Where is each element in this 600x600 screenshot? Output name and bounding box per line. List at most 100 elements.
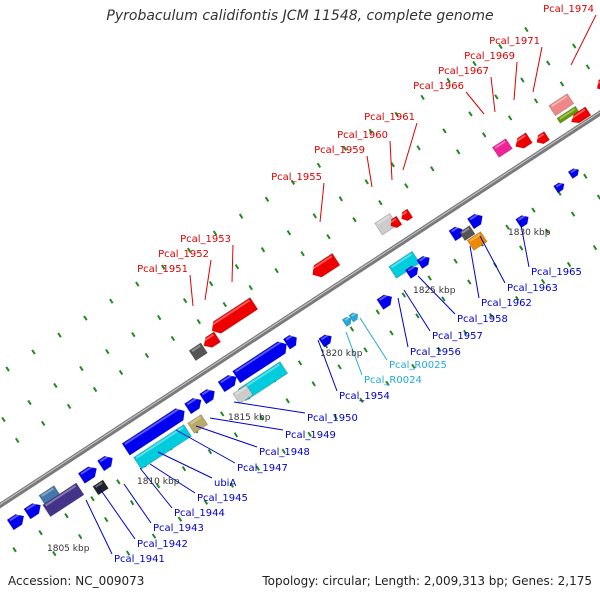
gene-label: Pcal_1974 — [543, 4, 594, 15]
tick-mark — [389, 330, 394, 336]
tick-mark — [219, 411, 225, 417]
leader-line — [490, 76, 496, 113]
tick-mark — [182, 297, 188, 304]
gene-feature — [401, 208, 414, 222]
tick-mark — [463, 329, 468, 336]
scale-label: 1815 kbp — [228, 413, 271, 423]
tick-mark — [31, 349, 36, 355]
leader-line — [345, 331, 363, 376]
gene-feature — [548, 93, 575, 117]
gene-label: Pcal_1954 — [339, 391, 390, 402]
tick-mark — [544, 228, 550, 234]
tick-mark — [40, 420, 46, 427]
leader-line — [397, 297, 409, 348]
tick-mark — [260, 247, 266, 253]
gene-label: Pcal_1950 — [307, 413, 358, 424]
gene-label: Pcal_R0024 — [364, 375, 422, 386]
gene-feature — [596, 75, 600, 91]
tick-mark — [468, 111, 473, 117]
gene-label: Pcal_1960 — [337, 130, 388, 141]
leader-line — [319, 182, 325, 223]
tick-mark — [64, 513, 69, 519]
scale-label: 1810 kbp — [137, 477, 180, 487]
gene-feature — [536, 131, 550, 145]
tick-mark — [326, 234, 331, 240]
tick-mark — [401, 292, 407, 298]
gene-feature — [311, 252, 341, 278]
tick-mark — [359, 397, 364, 403]
gene-label: Pcal_1963 — [507, 283, 558, 294]
gene-labels: Pcal_1951 Pcal_1952 Pcal_1953 Pcal_1955 Pcal… — [114, 4, 594, 565]
leader-line — [175, 429, 236, 464]
gene-feature — [341, 316, 352, 327]
tick-mark — [596, 194, 600, 200]
tick-mark — [259, 415, 265, 421]
tick-mark — [281, 448, 286, 454]
gene-label: Pcal_1952 — [158, 249, 209, 260]
tick-mark — [352, 217, 357, 223]
accession-text: Accession: NC_009073 — [8, 574, 145, 588]
leader-line — [195, 425, 258, 448]
leader-line — [519, 219, 530, 268]
gene-label: Pcal_1959 — [314, 145, 365, 156]
gene-feature — [459, 225, 476, 241]
gene-feature — [210, 297, 259, 334]
gene-feature — [97, 455, 113, 472]
tick-mark — [53, 382, 58, 389]
leader-line — [85, 499, 113, 555]
leader-line — [570, 14, 597, 66]
gene-feature — [570, 106, 592, 124]
gene-feature — [23, 502, 41, 520]
leader-line — [204, 259, 212, 301]
tick-mark — [286, 230, 292, 236]
gene-feature — [217, 373, 237, 393]
tick-mark — [364, 179, 369, 185]
tick-mark — [455, 149, 461, 155]
genome-backbone — [0, 110, 600, 509]
leader-line — [139, 467, 173, 509]
leader-line — [97, 485, 136, 540]
tick-mark — [571, 43, 577, 49]
tick-mark — [233, 432, 239, 438]
tick-mark — [441, 296, 446, 302]
leader-line — [157, 451, 213, 479]
label-leader-lines — [85, 14, 597, 555]
genome-backbone-highlight — [0, 111, 600, 506]
scale-label: 1805 kbp — [47, 544, 90, 554]
gene-feature — [376, 293, 393, 310]
tick-mark — [570, 211, 576, 217]
tick-mark — [437, 346, 442, 353]
tick-mark — [66, 403, 72, 410]
tick-mark — [518, 245, 524, 251]
leader-line — [417, 275, 456, 315]
leader-line — [317, 339, 338, 392]
leader-line — [513, 61, 518, 101]
gene-label: Pcal_1969 — [464, 51, 515, 62]
gene-feature — [202, 331, 221, 348]
tick-mark — [453, 258, 458, 264]
gene-label: Pcal_1953 — [180, 234, 231, 245]
tick-mark — [103, 516, 109, 523]
tick-mark — [186, 247, 192, 253]
tick-mark — [411, 363, 416, 370]
tick-mark — [378, 200, 383, 206]
gene-feature — [553, 182, 565, 194]
tick-mark — [316, 162, 322, 168]
tick-mark — [155, 483, 161, 489]
tick-mark — [57, 332, 62, 338]
tick-mark — [181, 466, 187, 472]
tick-mark — [531, 207, 536, 213]
gene-label: Pcal_1957 — [432, 331, 483, 342]
tick-mark — [27, 399, 32, 406]
tick-mark — [385, 380, 390, 387]
tick-mark — [177, 516, 183, 522]
tick-mark — [420, 94, 425, 101]
gene-feature — [188, 342, 208, 362]
tick-mark — [156, 314, 162, 321]
gene-feature — [77, 465, 97, 484]
leader-line — [359, 317, 388, 361]
gene-feature — [121, 407, 185, 456]
tick-mark — [472, 60, 477, 67]
leader-line — [403, 289, 431, 332]
tick-mark — [118, 369, 124, 376]
